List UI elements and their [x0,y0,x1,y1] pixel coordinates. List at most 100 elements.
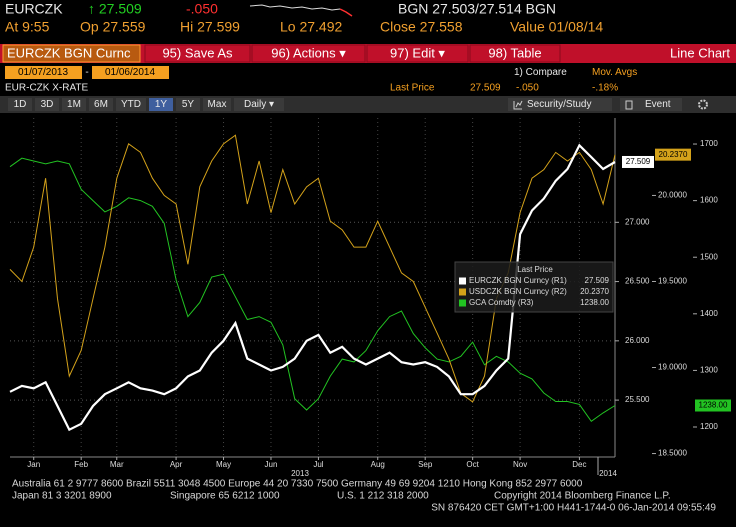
menu-button-label[interactable]: 97) Edit ▾ [390,45,445,60]
menu-buttons: 95) Save As 96) Actions ▾ 97) Edit ▾ 98) Ta… [144,44,561,63]
legend-swatch [459,299,466,307]
end-date[interactable]: 01/06/2014 [105,67,155,78]
security-box[interactable] [2,44,141,63]
stat: Value 01/08/14 [510,19,603,35]
range-button-label[interactable]: Daily ▾ [244,99,274,110]
event-button[interactable] [620,98,682,111]
y-tick-label: 26.000 [625,336,650,345]
stat: Hi 27.599 [180,19,240,35]
field-last: 27.509 [470,83,501,94]
x-tick-label: May [216,460,231,469]
y3-tick-label: 1300 [700,366,718,375]
legend-swatch [459,277,466,285]
stat: Op 27.559 [80,19,146,35]
menu-button-label[interactable]: 95) Save As [162,45,233,60]
legend-value: 27.509 [585,276,610,285]
x-tick-label: Aug [371,460,385,469]
legend-label: EURCZK BGN Curncy (R1) [469,276,567,285]
range-button-label[interactable]: 1Y [155,99,168,110]
y2-tick-label: 18.5000 [658,449,687,458]
range-button-label[interactable]: 6M [94,99,108,110]
x-tick-label: Oct [466,460,479,469]
range-button-label[interactable]: 3D [41,99,54,110]
year-label: 2013 [291,469,309,478]
date-separator: - [85,67,88,78]
range-button[interactable] [62,98,86,111]
range-button-label[interactable]: 1D [14,99,27,110]
last-value-label: 20.2370 [659,150,688,159]
sparkline [249,4,341,11]
footer-line: Copyright 2014 Bloomberg Finance L.P. [494,491,671,502]
mov-avgs-button[interactable]: Mov. Avgs [592,67,637,78]
y3-tick-label: 1500 [700,252,718,261]
stat: Close 27.558 [380,19,463,35]
security-name: EUR-CZK X-RATE [5,83,88,94]
x-tick-label: Sep [418,460,433,469]
security-field[interactable]: EURCZK BGN Curnc [7,45,131,60]
range-button[interactable] [203,98,231,111]
x-tick-label: Nov [513,460,527,469]
menu-button[interactable] [469,44,561,63]
range-button[interactable] [8,98,32,111]
y2-tick-label: 19.0000 [658,363,687,372]
footer-line: Australia 61 2 9777 8600 Brazil 5511 304… [12,479,583,490]
range-buttons: 1D 3D 1M 6M YTD 1Y 5Y Max Daily ▾ [8,98,284,111]
range-button[interactable] [176,98,200,111]
y2-tick-label: 19.5000 [658,277,687,286]
footer-line: Singapore 65 6212 1000 [170,491,280,502]
footer-line: SN 876420 CET GMT+1:00 H441-1744-0 06-Ja… [431,503,716,514]
y3-tick-label: 1600 [700,196,718,205]
compare-button[interactable]: 1) Compare [514,67,567,78]
range-button-label[interactable]: 1M [67,99,81,110]
start-date[interactable]: 01/07/2013 [18,67,68,78]
x-tick-label: Jul [313,460,323,469]
menu-button-label[interactable]: 96) Actions ▾ [271,45,346,60]
y3-tick-label: 1400 [700,309,718,318]
y3-tick-label: 1700 [700,139,718,148]
menu-button[interactable] [144,44,251,63]
year-label: 2014 [599,469,617,478]
series-line [9,157,616,422]
range-button[interactable] [116,98,146,111]
legend-label: GCA Comdty (R3) [469,298,534,307]
y2-tick-label: 20.0000 [658,191,687,200]
x-tick-label: Dec [572,460,586,469]
security-study-label[interactable]: Security/Study [527,99,591,110]
event-label[interactable]: Event [645,99,671,110]
footer-line: Japan 81 3 3201 8900 [12,491,112,502]
y-tick-label: 27.000 [625,217,650,226]
start-date-box[interactable] [5,66,82,79]
x-tick-label: Feb [74,460,88,469]
field-name: Last Price [390,83,435,94]
range-button[interactable] [149,98,173,111]
settings-gear[interactable] [698,99,708,110]
range-button[interactable] [234,98,284,111]
menu-button-label[interactable]: 98) Table [488,45,541,60]
y3-tick-label: 1200 [700,422,718,431]
menu-button[interactable] [251,44,366,63]
end-date-box[interactable] [92,66,169,79]
x-tick-label: Apr [170,460,183,469]
last-value-box [695,399,731,412]
range-button[interactable] [89,98,113,111]
last-value-box [622,155,654,168]
bid-ask: BGN 27.503/27.514 BGN [398,1,556,17]
range-button-label[interactable]: 5Y [182,99,195,110]
legend-swatch [459,288,466,296]
menu-button[interactable] [366,44,469,63]
last-value-box [655,148,691,161]
view-mode[interactable]: Line Chart [670,45,730,60]
range-button[interactable] [35,98,59,111]
last-value-label: 1238.00 [699,401,728,410]
field-change: -.050 [516,83,539,94]
legend-label: USDCZK BGN Curncy (R2) [469,287,567,296]
range-button-label[interactable]: Max [208,99,227,110]
security-study-button[interactable] [508,98,612,111]
y-tick-label: 26.500 [625,277,650,286]
ticker: EURCZK [5,1,63,17]
range-button-label[interactable]: YTD [121,99,141,110]
legend-title: Last Price [517,265,553,274]
